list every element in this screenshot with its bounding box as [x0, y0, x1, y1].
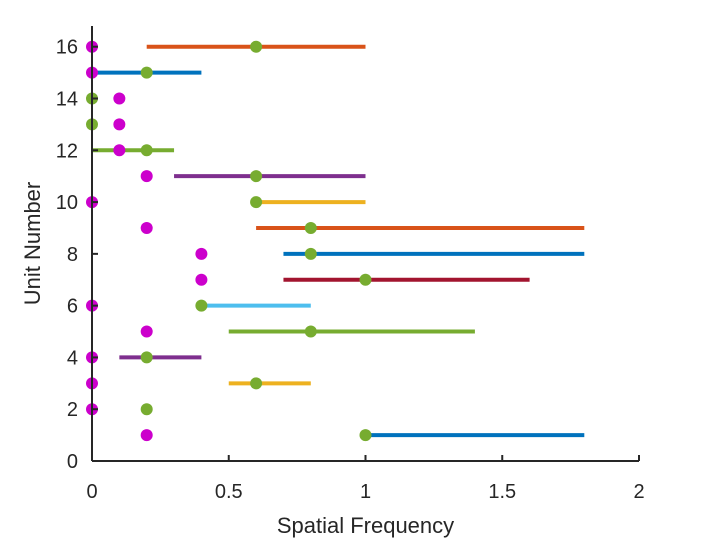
y-tick-label: 8 [67, 244, 78, 266]
green-point-unit-5 [304, 325, 317, 338]
magenta-point-unit-12 [113, 144, 126, 157]
green-point-unit-10 [250, 196, 263, 209]
green-point-unit-4 [140, 351, 153, 364]
green-point-unit-8 [304, 247, 317, 260]
y-tick-label: 4 [67, 347, 78, 369]
range-lines-layer [92, 44, 585, 438]
x-tick-label: 1.5 [488, 481, 516, 503]
green-point-unit-16 [250, 40, 263, 53]
green-point-unit-12 [140, 144, 153, 157]
y-tick-label: 12 [56, 140, 78, 162]
x-tick-label: 2 [633, 481, 644, 503]
points-layer [86, 40, 372, 442]
y-axis-label: Unit Number [20, 182, 45, 305]
magenta-point-unit-13 [113, 118, 126, 131]
x-tick-label: 0.5 [215, 481, 243, 503]
y-tick-label: 14 [56, 89, 78, 111]
magenta-point-unit-7 [195, 273, 208, 286]
y-tick-label: 2 [67, 399, 78, 421]
magenta-point-unit-14 [113, 92, 126, 105]
green-point-unit-1 [359, 429, 372, 442]
magenta-point-unit-1 [140, 429, 153, 442]
x-axis-label: Spatial Frequency [277, 513, 454, 538]
y-tick-label: 0 [67, 451, 78, 473]
green-point-unit-6 [195, 299, 208, 312]
green-point-unit-11 [250, 170, 263, 183]
magenta-point-unit-8 [195, 247, 208, 260]
green-point-unit-3 [250, 377, 263, 390]
green-point-unit-2 [140, 403, 153, 416]
magenta-point-unit-5 [140, 325, 153, 338]
y-tick-label: 10 [56, 192, 78, 214]
green-point-unit-9 [304, 221, 317, 234]
x-tick-label: 1 [360, 481, 371, 503]
axes-layer [91, 26, 639, 462]
y-tick-label: 16 [56, 37, 78, 59]
x-ticks-layer: 0 0.5 1 1.5 2 [86, 455, 645, 503]
green-point-unit-7 [359, 273, 372, 286]
green-point-unit-15 [140, 66, 153, 79]
magenta-point-unit-11 [140, 170, 153, 183]
x-tick-label: 0 [86, 481, 97, 503]
y-tick-label: 6 [67, 296, 78, 318]
magenta-point-unit-9 [140, 221, 153, 234]
y-ticks-layer: 0 2 4 6 8 10 12 14 16 [56, 37, 98, 473]
